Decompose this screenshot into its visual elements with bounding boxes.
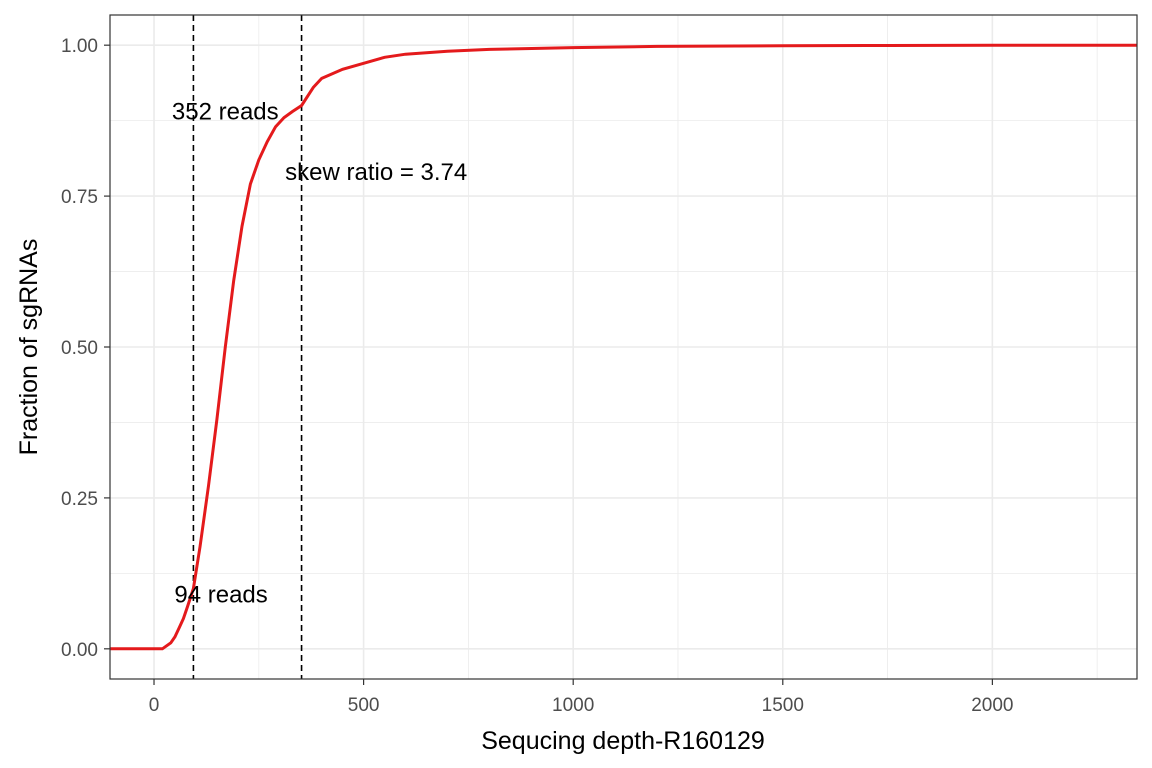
annotation-label: skew ratio = 3.74 (285, 159, 467, 186)
y-axis: 0.00 0.25 0.50 0.75 1.00 (61, 36, 110, 661)
y-tick-label: 0.00 (61, 640, 98, 661)
y-tick-label: 0.75 (61, 187, 98, 208)
x-tick-label: 2000 (971, 695, 1013, 716)
x-tick-label: 1500 (762, 695, 804, 716)
x-tick-label: 0 (149, 695, 160, 716)
y-tick-label: 0.50 (61, 338, 98, 359)
y-axis-title: Fraction of sgRNAs (15, 239, 43, 456)
x-axis: 0 500 1000 1500 2000 (149, 679, 1014, 716)
annotations: 352 reads skew ratio = 3.74 94 reads (172, 99, 467, 609)
x-tick-label: 500 (348, 695, 380, 716)
x-tick-label: 1000 (552, 695, 594, 716)
reference-lines (192, 15, 303, 679)
cumulative-curve (110, 43, 1137, 651)
y-tick-label: 1.00 (61, 36, 98, 57)
x-axis-title: Sequcing depth-R160129 (481, 727, 765, 755)
annotation-label: 352 reads (172, 99, 279, 126)
annotation-label: 94 reads (174, 581, 267, 608)
y-tick-label: 0.25 (61, 489, 98, 510)
